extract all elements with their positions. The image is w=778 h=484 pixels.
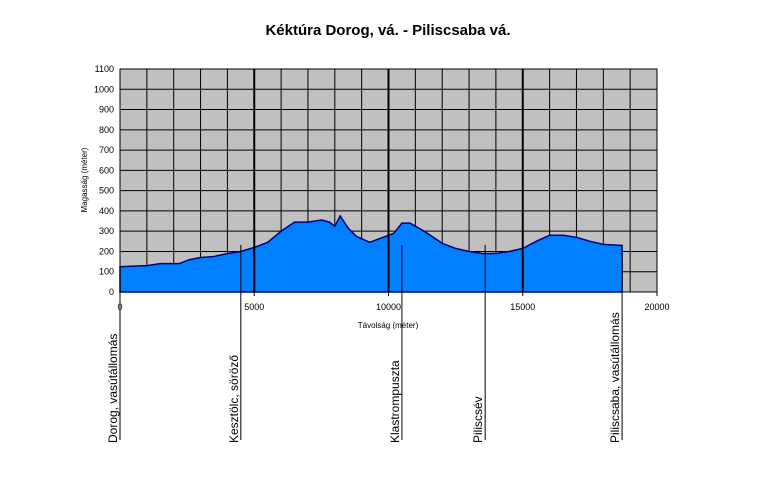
y-tick-label: 200 (99, 246, 114, 256)
y-tick-label: 1100 (95, 64, 114, 74)
y-tick-label: 300 (99, 226, 114, 236)
y-tick-label: 400 (99, 206, 114, 216)
waypoint-label: Dorog, vasútállomás (106, 334, 120, 443)
y-tick-label: 500 (99, 186, 114, 196)
y-tick-label: 800 (99, 125, 114, 135)
y-tick-label: 700 (99, 145, 114, 155)
waypoint-label: Kesztölc, söröző (227, 355, 241, 443)
elevation-area (119, 214, 623, 293)
waypoint-label: Piliscsaba, vasútállomás (608, 312, 622, 443)
x-tick-label: 5000 (244, 302, 264, 312)
chart-title: Kéktúra Dorog, vá. - Piliscsaba vá. (265, 22, 510, 39)
x-tick-label: 15000 (510, 302, 535, 312)
x-axis-label: Távolság (méter) (358, 321, 419, 330)
y-tick-label: 600 (99, 165, 114, 175)
x-tick-label: 10000 (376, 302, 401, 312)
y-axis-ticks: 0 100 200 300 400 500 600 700 800 900 1000 1100 (94, 64, 114, 297)
y-tick-label: 0 (109, 287, 114, 297)
y-tick-label: 900 (99, 105, 114, 115)
waypoint-label: Piliscsév (471, 396, 485, 443)
y-tick-label: 100 (99, 267, 114, 277)
x-tick-label: 20000 (644, 302, 669, 312)
y-axis-label: Magasság (méter) (80, 147, 89, 212)
waypoints: Dorog, vasútállomás Kesztölc, söröző Klast… (106, 245, 623, 443)
km-markers (253, 69, 524, 292)
y-tick-label: 1000 (94, 84, 114, 94)
waypoint-label: Klastrompuszta (388, 360, 402, 443)
